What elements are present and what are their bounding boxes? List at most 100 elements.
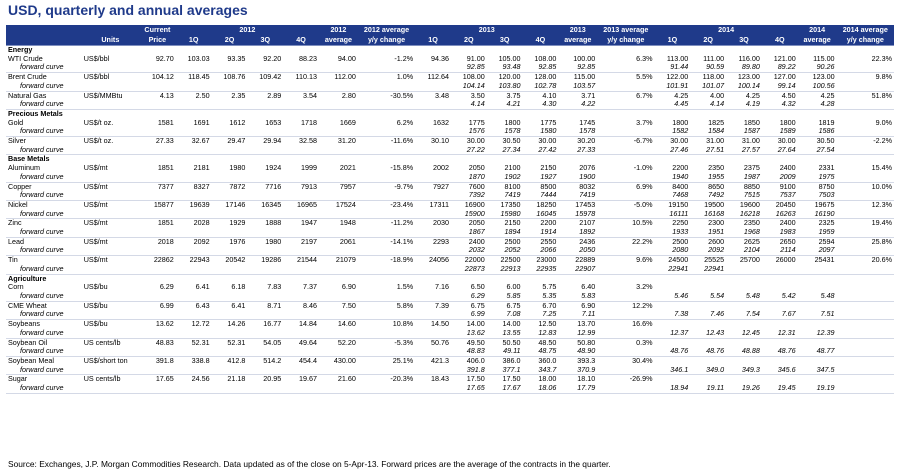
table-cell: 6.90 [341,283,356,292]
group-label: Precious Metals [8,109,63,118]
forward-curve-row: forward curve 2032 2052 2066 2050 2080 2092 210… [6,246,894,257]
header-cell: 3Q [247,35,284,46]
table-cell: 2300 [708,218,725,228]
table-cell: 100.56 [797,81,837,92]
table-cell: 343.7 [522,365,559,376]
header-cell: 4Q [522,35,559,46]
current-price: 7377 [157,182,174,191]
table-cell [175,365,212,376]
table-cell: 113.00 [666,54,689,63]
forward-curve-label: forward curve [6,81,82,92]
table-cell: 2032 [450,246,487,257]
header-cell: Units [81,35,139,46]
table-cell [211,347,248,357]
table-cell [283,291,319,302]
table-cell: 16190 [797,209,837,220]
table-cell: 30.00 [777,136,796,146]
table-cell: 22943 [189,255,210,265]
table-cell: 17.50 [466,374,485,384]
table-cell [319,264,358,275]
table-cell: 1632 [432,118,449,127]
table-cell [836,384,894,394]
table-cell [836,81,894,92]
table-cell: 10.5% [632,218,653,228]
table-cell: 50.80 [577,338,596,347]
group-label: Base Metals [8,154,50,164]
table-cell [357,264,416,275]
table-cell: 100.00 [573,54,596,63]
table-cell: 6.41 [195,283,210,292]
table-cell: 393.3 [577,356,596,365]
table-cell: 48.50 [538,338,557,347]
table-cell: 1933 [654,228,691,238]
table-cell: 391.8 [450,365,487,376]
table-cell: 27.42 [522,145,559,156]
table-cell: 5.42 [761,291,798,302]
table-cell: 4.32 [761,100,798,110]
table-cell: 13.55 [486,328,523,339]
table-cell [211,172,248,183]
table-cell: 1975 [797,172,837,183]
table-cell: 12.37 [654,328,691,339]
table-cell [597,347,655,357]
header-cell: y/y change [357,35,416,46]
forward-curve-row: forward curve 17.65 17.67 18.06 17.79 18.94 19… [6,384,894,394]
table-cell [319,81,358,92]
current-price: 391.8 [155,356,174,365]
table-cell: 88.23 [299,54,317,63]
table-cell [211,191,248,201]
table-cell: 360.0 [538,356,557,365]
table-cell [283,145,319,156]
table-cell: 24056 [428,255,449,265]
table-cell: 3.75 [506,91,521,100]
table-cell: 5.35 [522,291,559,302]
group-row: Precious Metals [6,109,894,118]
table-cell [726,356,762,365]
table-cell: 19.26 [726,384,762,394]
table-cell: 1691 [193,118,210,127]
table-cell: -11.2% [390,218,414,228]
table-cell [283,310,319,321]
table-cell [762,375,798,384]
table-cell: 406.0 [466,356,485,365]
table-cell: 4.45 [654,100,691,110]
table-cell [138,328,176,339]
table-cell [726,264,762,275]
units: US$/mt [83,164,108,173]
table-cell: 52.31 [191,338,210,347]
commodity-name: Nickel [8,200,28,209]
table-cell [319,291,358,302]
table-cell [175,63,212,74]
table-cell: 5.5% [636,72,653,82]
table-cell: 1914 [522,228,559,238]
forward-curve-label: forward curve [6,246,82,257]
table-cell: 20.95 [263,374,282,384]
table-cell [211,384,248,394]
table-cell: 14.50 [430,319,449,329]
commodity-name: Natural Gas [8,91,47,100]
table-cell: 14.60 [337,319,356,329]
units: US$/short ton [83,356,128,365]
table-cell: 22873 [450,264,487,275]
table-cell: 31.00 [741,136,760,146]
table-cell: 7392 [450,191,487,201]
table-cell: 22941 [690,264,727,275]
table-cell: 6.2% [396,118,414,127]
table-cell [357,347,416,357]
header-cell: y/y change [836,35,894,46]
commodity-name: Corn [8,283,24,292]
table-cell: 21.60 [337,374,356,384]
table-cell: 21.18 [227,374,246,384]
table-cell: 17.67 [486,384,523,394]
table-cell [211,127,248,138]
table-cell: 1927 [522,172,559,183]
table-cell [415,264,451,275]
table-cell: 15980 [486,209,523,220]
table-cell [597,100,655,110]
table-cell: 22935 [522,264,559,275]
table-cell: 2325 [818,218,835,228]
table-cell: 22.2% [632,237,653,246]
table-cell [798,320,837,329]
table-cell: 12.45 [726,328,762,339]
table-cell [726,283,762,292]
